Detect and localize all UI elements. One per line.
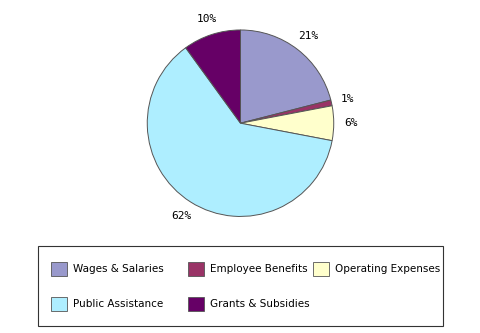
FancyBboxPatch shape bbox=[50, 262, 67, 276]
Wedge shape bbox=[147, 48, 331, 216]
Text: Grants & Subsidies: Grants & Subsidies bbox=[210, 299, 309, 309]
FancyBboxPatch shape bbox=[312, 262, 329, 276]
Text: Operating Expenses: Operating Expenses bbox=[335, 264, 440, 274]
Wedge shape bbox=[185, 30, 240, 123]
Text: 1%: 1% bbox=[340, 94, 354, 104]
FancyBboxPatch shape bbox=[38, 246, 442, 326]
Text: Public Assistance: Public Assistance bbox=[72, 299, 163, 309]
Text: Wages & Salaries: Wages & Salaries bbox=[72, 264, 163, 274]
FancyBboxPatch shape bbox=[188, 262, 204, 276]
Text: Employee Benefits: Employee Benefits bbox=[210, 264, 307, 274]
Wedge shape bbox=[240, 106, 333, 141]
Text: 21%: 21% bbox=[297, 31, 317, 41]
Wedge shape bbox=[240, 100, 331, 123]
Wedge shape bbox=[240, 30, 330, 123]
Text: 6%: 6% bbox=[343, 118, 357, 128]
Text: 10%: 10% bbox=[196, 14, 216, 24]
FancyBboxPatch shape bbox=[50, 297, 67, 311]
Text: 62%: 62% bbox=[171, 211, 191, 221]
FancyBboxPatch shape bbox=[188, 297, 204, 311]
